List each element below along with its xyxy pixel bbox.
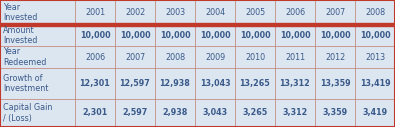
Text: 12,301: 12,301 (80, 79, 110, 88)
Text: 13,359: 13,359 (320, 79, 350, 88)
Bar (155, 99, 195, 127)
Text: 2006: 2006 (285, 8, 305, 17)
Text: 13,419: 13,419 (360, 79, 390, 88)
Bar (275, 68, 315, 99)
Text: 10,000: 10,000 (320, 31, 350, 40)
Text: Year
Invested: Year Invested (3, 3, 37, 22)
Bar (0, 0, 75, 25)
Text: Growth of
Investment: Growth of Investment (3, 74, 48, 93)
Text: 2,938: 2,938 (162, 108, 188, 117)
Bar (235, 25, 275, 46)
Bar (235, 68, 275, 99)
Text: Amount
Invested: Amount Invested (3, 26, 37, 45)
Bar (315, 99, 355, 127)
Text: 2,597: 2,597 (122, 108, 148, 117)
Text: 2006: 2006 (85, 53, 105, 62)
Bar (115, 68, 155, 99)
Text: 13,312: 13,312 (280, 79, 310, 88)
Text: 10,000: 10,000 (240, 31, 270, 40)
Text: 12,938: 12,938 (160, 79, 190, 88)
Text: 13,265: 13,265 (240, 79, 271, 88)
Text: 2004: 2004 (205, 8, 225, 17)
Bar (195, 0, 235, 25)
FancyArrow shape (0, 23, 395, 26)
Text: 3,312: 3,312 (282, 108, 308, 117)
Text: 2003: 2003 (165, 8, 185, 17)
Bar (355, 25, 395, 46)
Text: 3,359: 3,359 (322, 108, 348, 117)
Bar (0, 25, 75, 46)
Bar (195, 68, 235, 99)
Text: 3,043: 3,043 (203, 108, 228, 117)
Text: Year
Redeemed: Year Redeemed (3, 47, 46, 67)
Bar (195, 25, 235, 46)
Text: 2009: 2009 (205, 53, 225, 62)
Text: 13,043: 13,043 (200, 79, 230, 88)
Text: 2008: 2008 (365, 8, 385, 17)
Bar (315, 25, 355, 46)
Text: 10,000: 10,000 (160, 31, 190, 40)
Bar (155, 25, 195, 46)
Text: 2002: 2002 (125, 8, 145, 17)
Bar (235, 0, 275, 25)
Bar (115, 99, 155, 127)
Text: 2007: 2007 (125, 53, 145, 62)
Bar (75, 68, 115, 99)
Text: 12,597: 12,597 (120, 79, 150, 88)
Text: 2012: 2012 (325, 53, 345, 62)
Bar (275, 25, 315, 46)
Bar (155, 46, 195, 68)
Bar (315, 46, 355, 68)
Bar (115, 0, 155, 25)
Bar (235, 46, 275, 68)
Text: 2008: 2008 (165, 53, 185, 62)
Text: 10,000: 10,000 (120, 31, 150, 40)
Text: 2,301: 2,301 (83, 108, 108, 117)
Text: 10,000: 10,000 (200, 31, 230, 40)
Text: Capital Gain
/ (Loss): Capital Gain / (Loss) (3, 103, 52, 123)
Bar (275, 99, 315, 127)
Bar (115, 46, 155, 68)
Bar (155, 68, 195, 99)
Bar (195, 99, 235, 127)
Bar (155, 0, 195, 25)
Bar (275, 46, 315, 68)
Text: 2010: 2010 (245, 53, 265, 62)
Bar (355, 46, 395, 68)
Text: 2013: 2013 (365, 53, 385, 62)
Bar (0, 68, 75, 99)
Text: 10,000: 10,000 (280, 31, 310, 40)
Bar (235, 99, 275, 127)
Bar (115, 25, 155, 46)
Text: 2011: 2011 (285, 53, 305, 62)
Text: 2005: 2005 (245, 8, 265, 17)
Bar (75, 46, 115, 68)
Bar (75, 0, 115, 25)
Text: 3,265: 3,265 (243, 108, 268, 117)
Bar (0, 99, 75, 127)
Text: 3,419: 3,419 (363, 108, 387, 117)
Bar (0, 46, 75, 68)
Bar (195, 46, 235, 68)
Bar (355, 99, 395, 127)
Text: 2007: 2007 (325, 8, 345, 17)
Bar (75, 99, 115, 127)
Bar (275, 0, 315, 25)
Bar (315, 0, 355, 25)
Bar (355, 0, 395, 25)
Text: 10,000: 10,000 (80, 31, 110, 40)
Bar (75, 25, 115, 46)
Bar (355, 68, 395, 99)
Text: 2001: 2001 (85, 8, 105, 17)
Bar (315, 68, 355, 99)
Text: 10,000: 10,000 (360, 31, 390, 40)
Bar (0, 23, 395, 26)
